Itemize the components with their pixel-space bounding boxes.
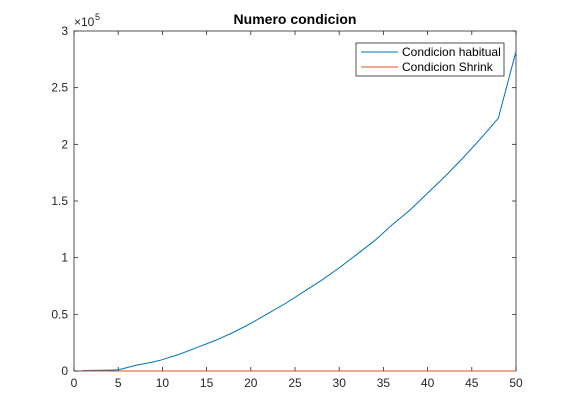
y-tick-label: 1 [61, 251, 68, 265]
x-tick-label: 5 [115, 376, 122, 390]
y-tick-label: 2.5 [51, 81, 68, 95]
y-tick-label: 1.5 [51, 194, 68, 208]
legend-label-habitual: Condicion habitual [402, 45, 501, 59]
x-tick-label: 50 [509, 376, 523, 390]
legend-label-shrink: Condicion Shrink [402, 60, 494, 74]
y-scale-base: ×10 [74, 15, 95, 29]
x-tick-label: 20 [244, 376, 258, 390]
x-tick-label: 0 [71, 376, 78, 390]
x-tick-label: 30 [333, 376, 347, 390]
x-tick-label: 15 [200, 376, 214, 390]
x-tick-label: 25 [288, 376, 302, 390]
chart-title: Numero condicion [234, 11, 357, 27]
y-tick-label: 3 [61, 24, 68, 38]
y-tick-label: 0 [61, 364, 68, 378]
x-tick-label: 45 [465, 376, 479, 390]
plot-area [74, 31, 516, 371]
x-tick-label: 35 [377, 376, 391, 390]
y-tick-label: 2 [61, 137, 68, 151]
x-tick-label: 40 [421, 376, 435, 390]
y-scale-exponent: 5 [95, 12, 100, 22]
x-tick-label: 10 [156, 376, 170, 390]
y-tick-label: 0.5 [51, 307, 68, 321]
legend: Condicion habitual Condicion Shrink [356, 43, 504, 76]
